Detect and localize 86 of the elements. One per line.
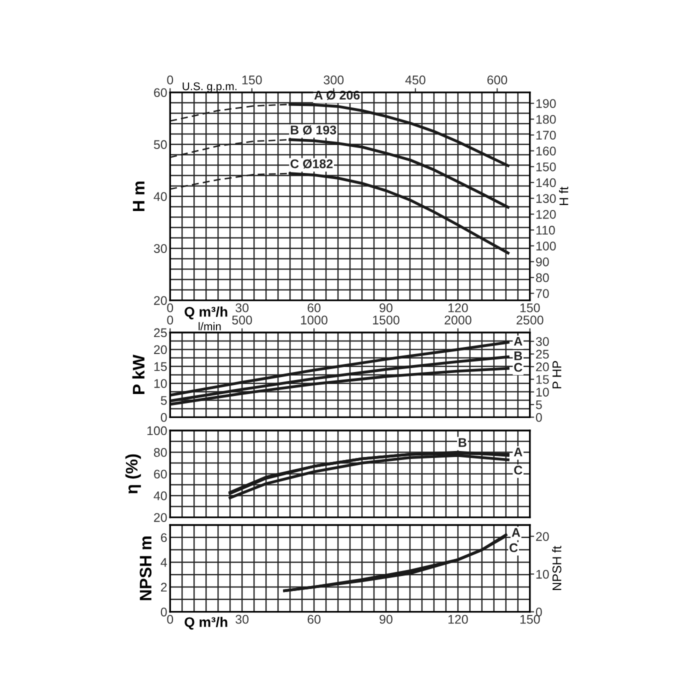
y2-tick-label: 110	[536, 226, 555, 235]
y2-tick-label: 5	[536, 400, 542, 410]
x2-tick-label: 2500	[516, 316, 544, 324]
x-tick-label: 120	[448, 614, 468, 624]
annotation: C Ø182	[290, 159, 333, 169]
y-tick-label: 60	[154, 470, 167, 479]
y2-tick-label: 20	[536, 362, 549, 372]
x2-axis-title: l/min	[198, 322, 221, 330]
x-tick-label: 0	[167, 614, 174, 624]
y2-tick-label: 80	[536, 273, 549, 282]
y2-tick-label: 10	[536, 570, 549, 579]
x2-tick-label: 1500	[373, 316, 400, 324]
x-tick-label: 150	[520, 303, 540, 312]
x2-tick-label: 150	[242, 76, 262, 84]
y2-tick-label: 0	[536, 413, 542, 422]
x2-tick-label: 450	[405, 76, 426, 84]
y2-axis-title: H ft	[559, 186, 568, 206]
x-tick-label: 60	[308, 303, 320, 312]
annotation: A	[514, 336, 522, 346]
y-tick-label: 4	[160, 558, 167, 567]
y-axis-title: η (%)	[125, 454, 141, 494]
x-tick-label: 60	[308, 614, 320, 624]
annotation: A	[512, 528, 520, 537]
x-tick-label: 30	[236, 303, 249, 312]
y2-tick-label: 25	[536, 350, 549, 359]
y-axis-title: P kW	[132, 354, 144, 394]
annotation: B	[514, 352, 522, 360]
x-axis-title: Q m³/h	[184, 306, 228, 320]
y2-tick-label: 140	[536, 178, 556, 188]
y-tick-label: 6	[161, 533, 167, 542]
y-tick-label: 40	[154, 491, 167, 500]
x-tick-label: 120	[448, 303, 468, 312]
y2-tick-label: 190	[536, 99, 556, 108]
x-tick-label: 0	[167, 303, 174, 312]
y2-tick-label: 100	[536, 242, 556, 250]
y2-tick-label: 180	[536, 114, 556, 124]
y2-tick-label: 10	[536, 388, 549, 397]
x-axis-title: Q m³/h	[184, 616, 228, 630]
x-tick-label: 90	[380, 614, 392, 624]
y-tick-label: 100	[147, 426, 167, 436]
y2-tick-label: 160	[536, 146, 556, 156]
y-tick-label: 5	[160, 396, 167, 405]
y2-tick-label: 70	[536, 289, 549, 298]
annotation: C	[514, 362, 522, 372]
x-tick-label: 30	[236, 614, 249, 624]
y-tick-label: 15	[154, 362, 167, 372]
y-tick-label: 20	[154, 296, 167, 305]
annotation: C	[510, 543, 518, 552]
x2-tick-label: 500	[232, 316, 252, 324]
y-tick-label: 60	[154, 88, 167, 98]
x2-tick-label: 1000	[301, 316, 328, 324]
y-tick-label: 40	[154, 192, 167, 201]
y-tick-label: 25	[154, 328, 167, 338]
x2-axis-title: U.S. g.p.m.	[182, 82, 236, 92]
annotation: A	[514, 448, 522, 456]
annotation: B	[458, 438, 466, 447]
annotation: C	[514, 466, 522, 475]
x2-tick-label: 2000	[444, 316, 472, 324]
y2-axis-title: NPSH ft	[552, 546, 562, 590]
y2-tick-label: 15	[536, 375, 549, 384]
x2-tick-label: 0	[167, 316, 174, 324]
y2-tick-label: 90	[536, 257, 549, 266]
x2-tick-label: 0	[167, 76, 174, 84]
y-tick-label: 50	[154, 140, 167, 150]
y2-tick-label: 150	[536, 162, 556, 172]
x2-tick-label: 300	[324, 76, 344, 84]
y-axis-title: NPSH m	[140, 536, 152, 600]
y-tick-label: 20	[154, 345, 167, 354]
y-tick-label: 20	[154, 513, 167, 522]
y-tick-label: 80	[154, 448, 167, 457]
y2-axis-title: P HP	[552, 361, 562, 388]
y-tick-label: 0	[160, 413, 167, 422]
y2-tick-label: 30	[536, 337, 549, 346]
x-tick-label: 90	[380, 303, 392, 312]
y2-tick-label: 20	[536, 532, 549, 541]
y-tick-label: 2	[161, 582, 167, 592]
y-axis-title: H m	[132, 182, 144, 211]
y2-tick-label: 170	[536, 130, 556, 140]
annotation: B Ø 193	[290, 125, 336, 135]
y2-tick-label: 130	[536, 194, 556, 203]
y-tick-label: 10	[154, 379, 167, 388]
x-tick-label: 150	[520, 614, 540, 624]
y-tick-label: 30	[154, 244, 167, 253]
y-tick-label: 0	[160, 608, 167, 616]
x2-tick-label: 600	[487, 76, 508, 84]
y2-tick-label: 120	[536, 210, 556, 219]
